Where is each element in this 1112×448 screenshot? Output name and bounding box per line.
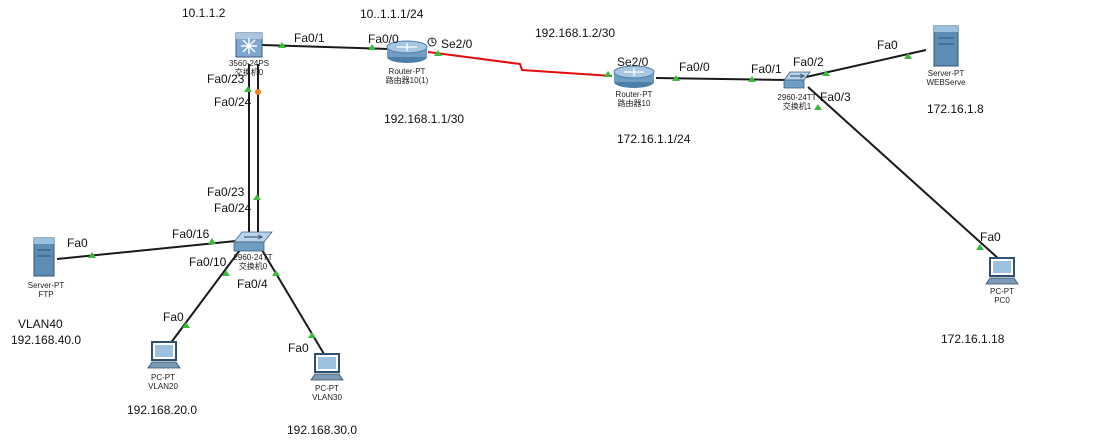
- router-icon[interactable]: [613, 65, 655, 88]
- pc-icon[interactable]: [310, 353, 344, 381]
- device-model: Server-PT: [927, 69, 965, 78]
- link-sw0-ftp[interactable]: [56, 240, 237, 260]
- port-label-mls-fa024: Fa0/24: [214, 95, 252, 109]
- device-caption-vlan20: PC-PT VLAN20: [148, 373, 178, 391]
- links: [56, 44, 1001, 355]
- link-sw1-pc0[interactable]: [807, 86, 1001, 261]
- port-led-sw1-fa02: [822, 70, 830, 76]
- port-label-mls-fa01: Fa0/1: [294, 31, 325, 45]
- ip-label-web: 172.16.1.8: [927, 102, 984, 116]
- port-led-pc0-fa0: [976, 244, 984, 250]
- router-icon[interactable]: [386, 40, 428, 63]
- port-label-sw1-fa03: Fa0/3: [820, 90, 851, 104]
- device-model: Server-PT: [27, 281, 65, 290]
- ip-label-vlan20-net: 192.168.20.0: [127, 403, 198, 417]
- port-label-r1-se20: Se2/0: [441, 37, 473, 51]
- port-led-vlan20-fa0: [182, 322, 190, 328]
- clock-icon: [427, 37, 437, 47]
- port-label-ftp-fa0: Fa0: [67, 236, 88, 250]
- device-model: Router-PT: [615, 90, 653, 99]
- device-name: VLAN20: [148, 382, 178, 392]
- port-label-web-fa0: Fa0: [877, 38, 898, 52]
- port-led-vlan30-fa0: [308, 332, 316, 338]
- ip-label-vlan30-net: 192.168.30.0: [287, 423, 358, 437]
- device-name: PC0: [994, 296, 1010, 306]
- port-led-sw0-fa016: [208, 238, 216, 244]
- device-name: WEBServe: [926, 78, 966, 88]
- port-led-ftp-fa0: [88, 252, 96, 258]
- ip-label-ftp-net: 192.168.40.0: [11, 333, 82, 347]
- device-name: 路由器10(1): [385, 76, 429, 86]
- port-label-sw0-fa04: Fa0/4: [237, 277, 268, 291]
- port-led-mls-fa01: [278, 42, 286, 48]
- port-led-r2-fa00: [672, 75, 680, 81]
- port-label-r2-se20: Se2/0: [617, 55, 649, 69]
- ip-label-serial-net: 192.168.1.2/30: [535, 26, 616, 40]
- multilayer-switch-icon[interactable]: [235, 32, 263, 58]
- device-caption-r1: Router-PT 路由器10(1): [386, 67, 429, 85]
- device-model: PC-PT: [150, 373, 175, 382]
- device-name: 路由器10: [617, 99, 651, 109]
- device-model: Router-PT: [388, 67, 426, 76]
- device-name: FTP: [38, 290, 54, 300]
- device-caption-web: Server-PT WEBServe: [926, 69, 965, 87]
- port-led-mls-fa023: [244, 86, 252, 92]
- port-led-sw0-fa024: [253, 194, 261, 200]
- ip-label-r1-serial: 192.168.1.1/30: [384, 112, 465, 126]
- port-label-vlan30-fa0: Fa0: [288, 341, 309, 355]
- ip-label-pc0: 172.16.1.18: [941, 332, 1005, 346]
- port-led-sw1-fa03: [814, 104, 822, 110]
- device-caption-ftp: Server-PT FTP: [28, 281, 64, 299]
- device-caption-mls: 3560-24PS 交换机0: [229, 59, 269, 77]
- port-label-pc0-fa0: Fa0: [980, 230, 1001, 244]
- ip-label-r1-fa: 10..1.1.1/24: [360, 7, 424, 21]
- device-caption-sw0: 2960-24TT 交换机0: [233, 253, 272, 271]
- device-name: 交换机0: [234, 68, 264, 78]
- port-led-sw0-fa04: [272, 270, 280, 276]
- port-led-sw1-fa01: [748, 76, 756, 82]
- device-name: 交换机1: [782, 102, 812, 112]
- device-model: PC-PT: [990, 287, 1014, 296]
- port-indicators: [88, 42, 984, 338]
- server-icon[interactable]: [33, 237, 55, 277]
- device-caption-vlan30: PC-PT VLAN30: [312, 384, 342, 402]
- port-label-r1-fa00: Fa0/0: [368, 32, 399, 46]
- ip-label-r2-lan: 172.16.1.1/24: [617, 132, 691, 146]
- vlan-label-ftp: VLAN40: [18, 317, 63, 331]
- link-r1-r2-serial[interactable]: [427, 51, 613, 77]
- port-label-sw0-fa023: Fa0/23: [207, 185, 245, 199]
- port-label-sw1-fa01: Fa0/1: [751, 62, 782, 76]
- port-led-mls-fa024: [255, 89, 261, 95]
- link-sw0-vlan20[interactable]: [169, 249, 241, 345]
- device-name: VLAN30: [312, 393, 342, 403]
- port-label-sw0-fa010: Fa0/10: [189, 255, 227, 269]
- ip-label-mls: 10.1.1.2: [182, 6, 226, 20]
- pc-icon[interactable]: [985, 257, 1019, 285]
- port-label-vlan20-fa0: Fa0: [163, 310, 184, 324]
- device-caption-r2: Router-PT 路由器10: [616, 90, 653, 108]
- port-led-r2-se20: [604, 71, 612, 77]
- device-caption-pc0: PC-PT PC0: [990, 287, 1014, 305]
- device-caption-sw1: 2960-24TT 交换机1: [777, 93, 816, 111]
- port-led-sw0-fa010: [222, 270, 230, 276]
- server-icon[interactable]: [933, 25, 959, 67]
- port-label-sw0-fa016: Fa0/16: [172, 227, 210, 241]
- device-model: 2960-24TT: [777, 93, 817, 102]
- device-name: 交换机0: [238, 262, 268, 272]
- port-label-sw1-fa02: Fa0/2: [793, 55, 824, 69]
- switch-icon[interactable]: [783, 71, 811, 89]
- port-label-sw0-fa024: Fa0/24: [214, 201, 252, 215]
- port-label-r2-fa00: Fa0/0: [679, 60, 710, 74]
- switch-icon[interactable]: [233, 231, 273, 252]
- device-model: PC-PT: [314, 384, 339, 393]
- port-led-web-fa0: [904, 53, 912, 59]
- pc-icon[interactable]: [147, 341, 181, 369]
- device-model: 3560-24PS: [228, 59, 270, 68]
- port-led-r1-fa00: [368, 44, 376, 50]
- device-model: 2960-24TT: [233, 253, 273, 262]
- port-led-r1-se20: [434, 50, 442, 56]
- port-label-mls-fa023: Fa0/23: [207, 72, 245, 86]
